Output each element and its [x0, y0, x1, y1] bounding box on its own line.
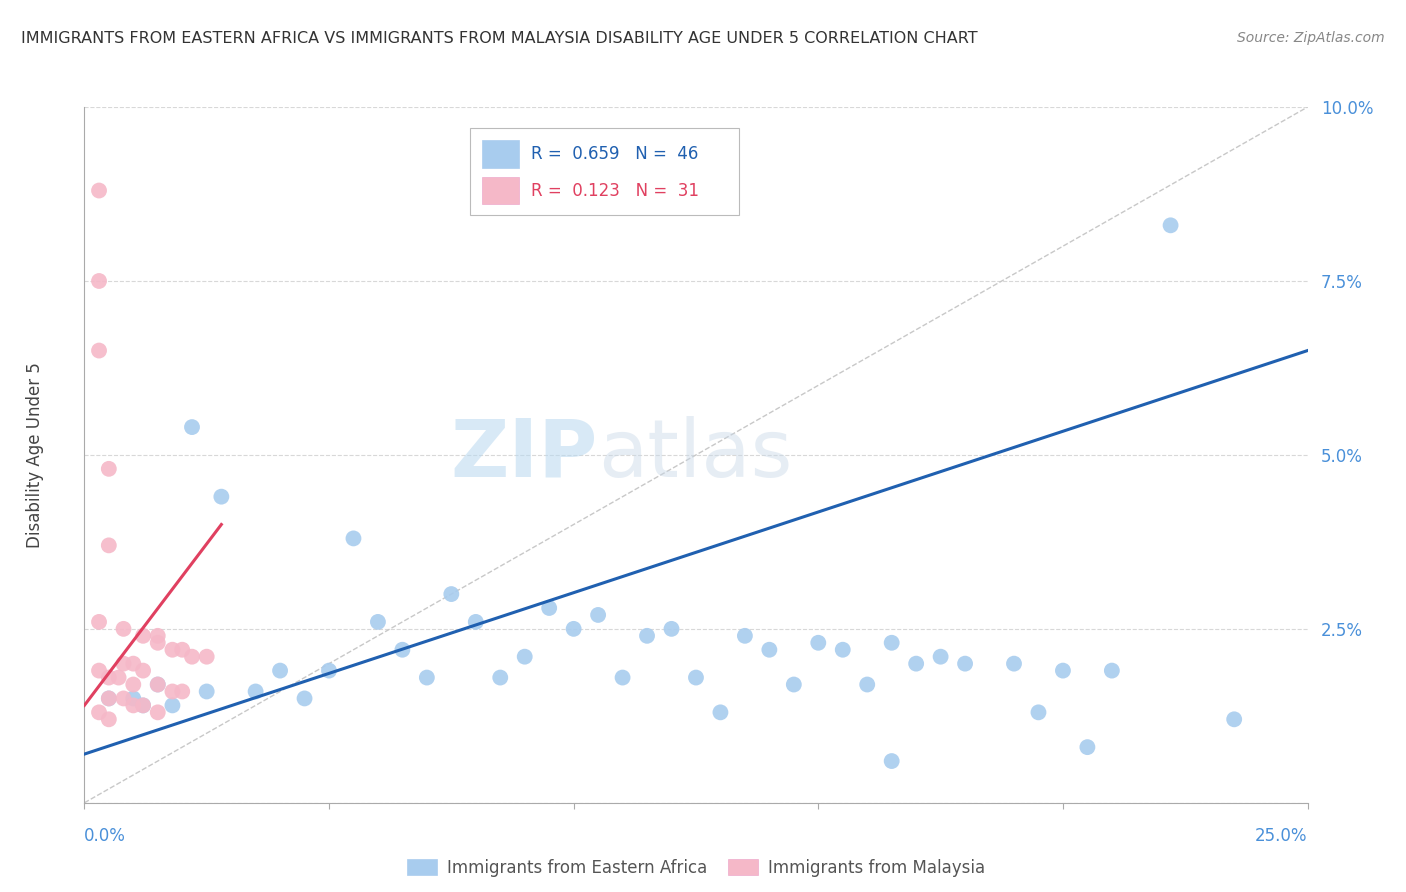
Point — [132, 629, 155, 643]
Text: IMMIGRANTS FROM EASTERN AFRICA VS IMMIGRANTS FROM MALAYSIA DISABILITY AGE UNDER : IMMIGRANTS FROM EASTERN AFRICA VS IMMIGR… — [21, 31, 977, 46]
Point — [97, 691, 120, 706]
Point — [1223, 712, 1246, 726]
Point — [685, 671, 707, 685]
Point — [269, 664, 291, 678]
Point — [758, 642, 780, 657]
Point — [122, 657, 145, 671]
Point — [636, 629, 658, 643]
Point — [880, 754, 903, 768]
Point — [1076, 740, 1098, 755]
Point — [538, 601, 561, 615]
Point — [562, 622, 585, 636]
Text: R =  0.123   N =  31: R = 0.123 N = 31 — [531, 182, 699, 200]
Point — [87, 664, 110, 678]
Point — [112, 691, 135, 706]
Point — [612, 671, 634, 685]
Point — [245, 684, 267, 698]
Point — [586, 607, 609, 622]
Point — [391, 642, 413, 657]
Point — [342, 532, 364, 546]
Point — [807, 636, 830, 650]
Point — [122, 691, 145, 706]
Point — [905, 657, 928, 671]
Text: atlas: atlas — [598, 416, 793, 494]
Point — [181, 649, 204, 664]
Point — [146, 677, 169, 691]
Point — [97, 671, 120, 685]
Point — [1101, 664, 1123, 678]
Point — [122, 677, 145, 691]
Point — [1052, 664, 1074, 678]
Point — [783, 677, 806, 691]
Point — [97, 712, 120, 726]
Point — [831, 642, 853, 657]
FancyBboxPatch shape — [482, 177, 519, 204]
Point — [195, 684, 218, 698]
Point — [146, 629, 169, 643]
Point — [181, 420, 204, 434]
Point — [513, 649, 536, 664]
Point — [112, 657, 135, 671]
Point — [929, 649, 952, 664]
Point — [87, 274, 110, 288]
Point — [112, 622, 135, 636]
Point — [107, 671, 129, 685]
FancyBboxPatch shape — [470, 128, 738, 215]
Text: ZIP: ZIP — [451, 416, 598, 494]
Point — [880, 636, 903, 650]
Point — [294, 691, 316, 706]
Point — [1002, 657, 1025, 671]
Point — [162, 642, 184, 657]
Point — [87, 184, 110, 198]
Text: 25.0%: 25.0% — [1256, 827, 1308, 845]
Point — [172, 642, 194, 657]
Point — [132, 698, 155, 713]
Point — [318, 664, 340, 678]
Point — [146, 677, 169, 691]
Point — [416, 671, 439, 685]
Point — [146, 636, 169, 650]
Point — [464, 615, 486, 629]
Point — [209, 490, 232, 504]
Point — [97, 462, 120, 476]
Legend: Immigrants from Eastern Africa, Immigrants from Malaysia: Immigrants from Eastern Africa, Immigran… — [399, 850, 993, 885]
Point — [1028, 706, 1050, 720]
Point — [661, 622, 683, 636]
Point — [132, 698, 155, 713]
Point — [87, 706, 110, 720]
Text: Disability Age Under 5: Disability Age Under 5 — [27, 362, 44, 548]
Point — [97, 691, 120, 706]
Text: Source: ZipAtlas.com: Source: ZipAtlas.com — [1237, 31, 1385, 45]
Point — [122, 698, 145, 713]
Point — [440, 587, 463, 601]
Point — [132, 664, 155, 678]
Point — [87, 615, 110, 629]
Point — [734, 629, 756, 643]
Text: R =  0.659   N =  46: R = 0.659 N = 46 — [531, 145, 699, 163]
Point — [709, 706, 731, 720]
Point — [489, 671, 512, 685]
Point — [953, 657, 976, 671]
Point — [856, 677, 879, 691]
Point — [1160, 219, 1182, 233]
Text: 0.0%: 0.0% — [84, 827, 127, 845]
Point — [172, 684, 194, 698]
Point — [162, 684, 184, 698]
Point — [146, 706, 169, 720]
Point — [367, 615, 389, 629]
Point — [162, 698, 184, 713]
Point — [87, 343, 110, 358]
Point — [97, 538, 120, 552]
FancyBboxPatch shape — [482, 140, 519, 169]
Point — [195, 649, 218, 664]
